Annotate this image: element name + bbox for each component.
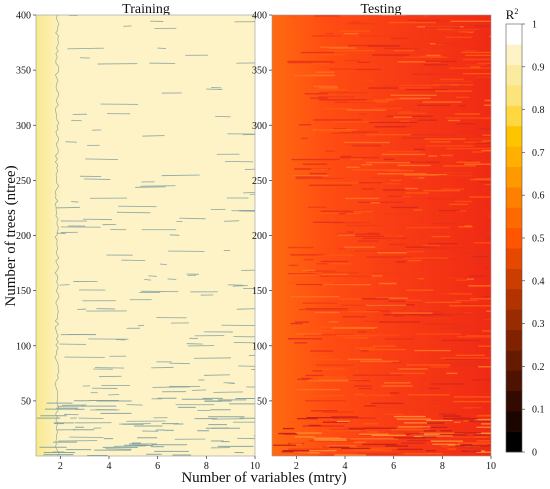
training-contour-line (67, 47, 104, 50)
x-axis-label: Number of variables (mtry) (181, 470, 346, 486)
testing-y-tick-label: 50 (257, 396, 267, 407)
colorbar-title: R2 (506, 7, 519, 22)
training-contour-line (69, 436, 104, 439)
training-y-tick-label: 100 (16, 341, 31, 352)
colorbar-tick-label: 0.6 (532, 191, 545, 202)
training-y-tick-label: 150 (16, 286, 31, 297)
testing-x-tick-label: 4 (343, 461, 348, 472)
colorbar-tick-label: 0 (532, 448, 537, 459)
training-contour-line (126, 404, 143, 406)
testing-y-tick-label: 150 (252, 286, 267, 297)
testing-y-tick-label: 250 (252, 176, 267, 187)
training-x-tick-label: 6 (155, 461, 160, 472)
colorbar-segment (506, 227, 522, 249)
training-x-tick-label: 8 (204, 461, 209, 472)
colorbar-segment (506, 268, 522, 290)
colorbar-tick-label: 0.5 (532, 234, 545, 245)
colorbar (505, 23, 523, 453)
colorbar-segment (506, 288, 522, 310)
training-contour-line (203, 374, 231, 376)
testing-x-tick-label: 10 (486, 461, 496, 472)
testing-x-tick-label: 6 (391, 461, 396, 472)
training-y-tick-label: 250 (16, 176, 31, 187)
training-contour-line (105, 448, 132, 450)
training-contour-line (135, 186, 166, 188)
training-y-tick-label: 300 (16, 121, 31, 132)
training-y-tick-label: 400 (16, 11, 31, 22)
training-contour-line (148, 275, 157, 277)
colorbar-tick-label: 0.3 (532, 319, 545, 330)
colorbar-segment (506, 24, 522, 45)
colorbar-segment (506, 105, 522, 127)
training-y-tick-label: 200 (16, 231, 31, 242)
colorbar-tick-label: 0.8 (532, 105, 545, 116)
training-contour-line (213, 391, 244, 393)
training-contour-line (56, 232, 66, 235)
training-contour-line (54, 15, 60, 456)
colorbar-segment (506, 85, 522, 106)
colorbar-tick-label: 0.4 (532, 276, 545, 287)
testing-panel-title: Testing (360, 2, 401, 17)
y-axis-label: Number of trees (ntree) (3, 165, 19, 306)
testing-x-axis: 2 4 6 8 10 (294, 456, 496, 472)
training-contour-line (161, 174, 200, 177)
testing-y-tick-label: 300 (252, 121, 267, 132)
training-x-tick-label: 10 (250, 461, 260, 472)
testing-y-tick-label: 350 (252, 66, 267, 77)
training-y-tick-label: 350 (16, 66, 31, 77)
colorbar-segment (506, 166, 522, 188)
testing-x-tick-label: 2 (294, 461, 299, 472)
colorbar-tick-label: 0.2 (532, 362, 545, 373)
training-y-tick-label: 50 (21, 396, 31, 407)
colorbar-tick-label: 0.7 (532, 148, 545, 159)
testing-x-tick-label: 8 (440, 461, 445, 472)
training-contour-line (142, 135, 165, 137)
colorbar-segment (506, 411, 522, 432)
testing-y-axis: 50 100 150 200 250 300 350 400 (252, 11, 272, 407)
colorbar-segment (506, 64, 522, 86)
colorbar-segment (506, 370, 522, 392)
training-contour-line (85, 158, 119, 160)
training-panel-title: Training (122, 2, 170, 17)
colorbar-tick-label: 0.9 (532, 62, 545, 73)
colorbar-axis: 0 0.1 0.2 0.3 0.4 0.5 0.6 0.7 0.8 0.9 1 (522, 20, 545, 459)
training-contour-line (144, 279, 152, 281)
training-contour-line (211, 418, 244, 420)
colorbar-segment (506, 125, 522, 147)
training-contour-line (152, 386, 191, 388)
testing-heatmap (271, 14, 492, 457)
colorbar-segment (506, 350, 522, 371)
training-x-tick-label: 4 (107, 461, 112, 472)
training-heatmap-background (36, 15, 255, 456)
training-contour-line (94, 367, 125, 369)
colorbar-segment (506, 187, 522, 208)
colorbar-segment (506, 248, 522, 269)
colorbar-tick-label: 0.1 (532, 405, 545, 416)
training-contour-line (236, 308, 255, 310)
colorbar-segment (506, 390, 522, 412)
colorbar-segment (506, 309, 522, 331)
testing-y-tick-label: 400 (252, 11, 267, 22)
testing-y-tick-label: 200 (252, 231, 267, 242)
training-contour-line (227, 382, 235, 384)
training-contour-line (83, 178, 111, 180)
training-contour-line (243, 191, 255, 194)
training-contour-line (179, 217, 206, 220)
training-contour-line (191, 389, 207, 391)
colorbar-segment (506, 146, 522, 167)
training-x-tick-label: 2 (58, 461, 63, 472)
colorbar-segment (506, 431, 522, 453)
training-y-axis: 50 100 150 200 250 300 350 400 (16, 11, 36, 407)
training-contour-line (118, 205, 157, 208)
colorbar-tick-label: 1 (532, 20, 537, 31)
training-contour-line (223, 220, 240, 222)
colorbar-segment (506, 329, 522, 351)
training-heatmap (35, 14, 256, 457)
testing-y-tick-label: 100 (252, 341, 267, 352)
training-x-axis: 2 4 6 8 10 (58, 456, 260, 472)
colorbar-segment (506, 207, 522, 229)
colorbar-segment (506, 44, 522, 66)
training-contour-line (232, 285, 248, 287)
